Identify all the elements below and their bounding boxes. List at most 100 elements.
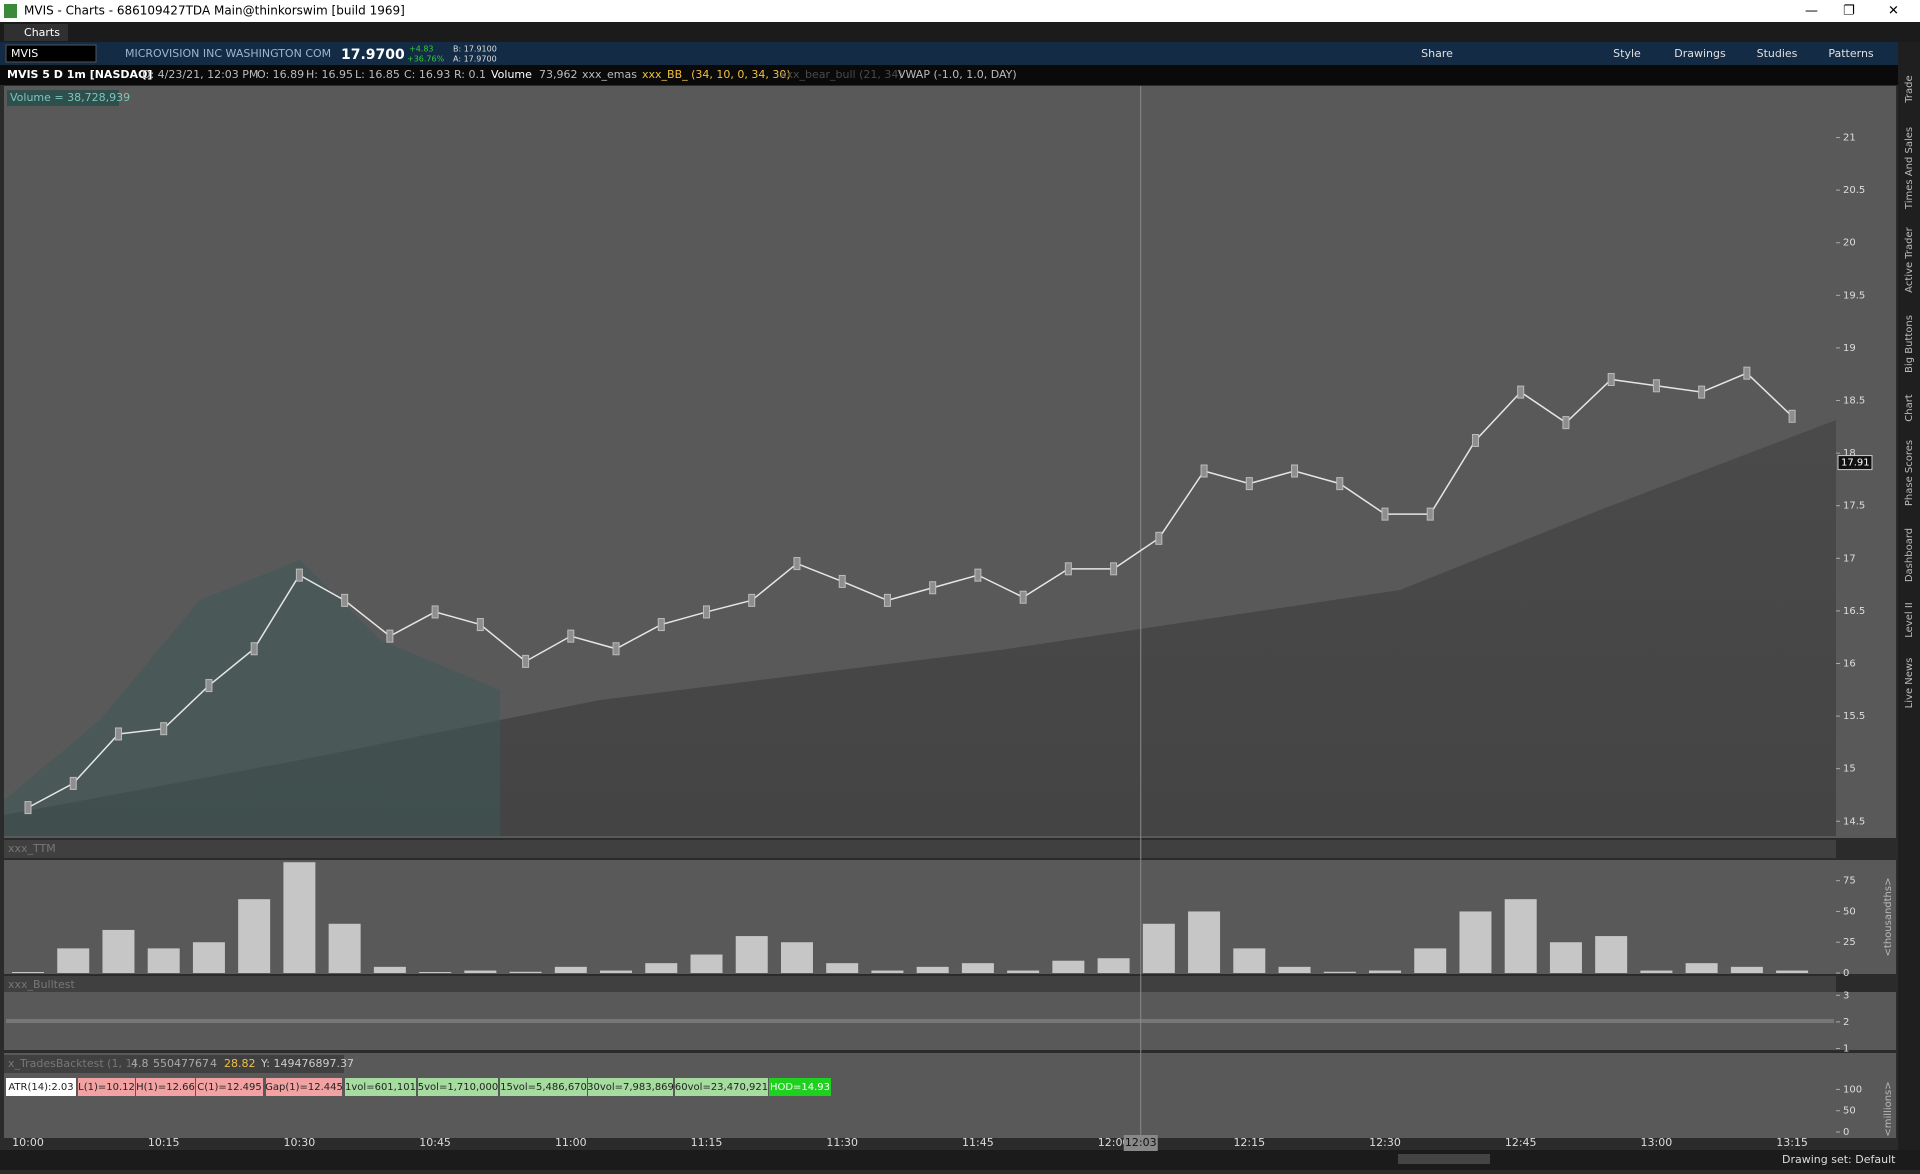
y-tick-label: 50: [1843, 906, 1856, 917]
minimize[interactable]: —: [1805, 4, 1818, 19]
readout: 4: [210, 1057, 217, 1070]
histogram-bar: [1369, 970, 1401, 973]
y-tick-label: 75: [1843, 876, 1856, 887]
sidebar-tab[interactable]: Level II: [1904, 602, 1915, 637]
sidebar-tab[interactable]: Live News: [1904, 658, 1915, 709]
y-tick-label: 16: [1843, 658, 1856, 669]
histogram-bar: [916, 966, 949, 973]
price-candle: [1291, 464, 1299, 478]
readout: Y: 149476897.37: [260, 1057, 354, 1070]
x-tick-label: 10:30: [284, 1136, 316, 1149]
histogram-bar: [1685, 963, 1718, 973]
study-label: HOD=14.93: [770, 1082, 830, 1093]
volume-label-box: [7, 90, 119, 106]
price-candle: [974, 568, 982, 582]
ask: A: 17.9700: [453, 55, 497, 64]
ttm-header: [4, 840, 1836, 858]
axis-label: <thousandths>: [1883, 878, 1894, 957]
price-candle: [1200, 464, 1208, 478]
toolbar-button[interactable]: Style: [1613, 47, 1641, 60]
price-candle: [703, 605, 710, 619]
price-candle: [1743, 366, 1751, 380]
price-candle: [114, 727, 122, 741]
change: +4.83: [409, 45, 434, 54]
x-tick-label: 13:00: [1641, 1136, 1673, 1149]
sidebar-tab[interactable]: Active Trader: [1904, 226, 1915, 292]
price-candle: [1788, 409, 1796, 423]
price-candle: [838, 574, 846, 588]
y-tick-label: 19: [1843, 343, 1856, 354]
scrollbar[interactable]: [1398, 1154, 1490, 1164]
histogram-bar: [735, 936, 768, 973]
study-label-box: [6, 1078, 76, 1096]
toolbar-button[interactable]: Patterns: [1828, 47, 1874, 60]
volume-highlight: [4, 560, 500, 836]
y-tick-label: 16.5: [1843, 606, 1865, 617]
price-candle: [657, 618, 665, 632]
histogram-bar: [1052, 960, 1085, 973]
histogram-bar: [192, 942, 225, 973]
sidebar-tab[interactable]: Phase Scores: [1904, 440, 1915, 506]
price-candle: [883, 593, 891, 607]
histogram-bar: [1097, 958, 1130, 973]
histogram-bar: [1278, 966, 1311, 973]
price-candle: [1019, 590, 1027, 604]
sidebar-tab[interactable]: Chart: [1904, 394, 1915, 422]
study-label-box: [196, 1078, 263, 1096]
toolbar-button[interactable]: Studies: [1757, 47, 1798, 60]
histogram-bar: [690, 954, 723, 973]
histogram-bar: [1188, 911, 1221, 973]
info-item: 73,962: [539, 68, 578, 81]
info-item: O: 16.89: [257, 68, 304, 81]
symbol-box[interactable]: [5, 44, 97, 63]
x-tick-label: 12:00: [1098, 1136, 1130, 1149]
tab-label[interactable]: Charts: [24, 26, 60, 39]
sidebar-tab[interactable]: Dashboard: [1904, 528, 1915, 582]
sidebar: [1898, 42, 1920, 1150]
sidebar-tab[interactable]: Big Buttons: [1904, 315, 1915, 373]
x-tick-label: 12:15: [1233, 1136, 1265, 1149]
histogram-bar: [1007, 970, 1040, 973]
price-candle: [929, 581, 937, 595]
histogram-bar: [554, 966, 587, 973]
y-tick-label: 14.5: [1843, 816, 1865, 827]
toolbar-button[interactable]: Share: [1421, 47, 1453, 60]
price-candle: [205, 679, 213, 693]
x-tick-label: 10:45: [419, 1136, 451, 1149]
y-tick-label: 100: [1843, 1084, 1862, 1095]
histogram-bar: [464, 970, 497, 973]
histogram-bar: [328, 923, 361, 973]
histogram-bar: [871, 970, 904, 973]
restore[interactable]: ❐: [1843, 4, 1855, 19]
info-item: H: 16.95: [306, 68, 353, 81]
price-candle: [1652, 379, 1660, 393]
close[interactable]: ✕: [1888, 4, 1899, 19]
y-tick-label: 15.5: [1843, 711, 1865, 722]
price-candle: [1381, 507, 1389, 521]
histogram-bar: [57, 948, 90, 973]
cursor-time-box: [1123, 1135, 1158, 1151]
price-candle: [612, 642, 620, 656]
title-bar: [0, 0, 1920, 22]
histogram-bar: [1233, 948, 1266, 973]
y-tick-label: 2: [1843, 1017, 1849, 1028]
info-item: D: 4/23/21, 12:03 PM: [142, 68, 258, 81]
price-candle: [522, 654, 530, 668]
axis-label: <millions>: [1883, 1081, 1894, 1136]
sidebar-tab[interactable]: Trade: [1904, 75, 1915, 103]
app-icon: [4, 4, 17, 18]
histogram-bar: [1776, 970, 1809, 973]
last-price: 17.9700: [341, 47, 405, 63]
histogram-bar: [1640, 970, 1673, 973]
price-candle: [1245, 477, 1253, 491]
sidebar-tab[interactable]: Times And Sales: [1904, 127, 1915, 210]
x-tick-label: 11:30: [826, 1136, 858, 1149]
study-label: L(1)=10.12: [78, 1082, 135, 1093]
tab[interactable]: [4, 24, 68, 41]
y-tick-label: 25: [1843, 937, 1856, 948]
toolbar-button[interactable]: Drawings: [1674, 47, 1726, 60]
info-item: xxx_BB_ (34, 10, 0, 34, 30): [642, 68, 791, 81]
info-item: MVIS 5 D 1m [NASDAQ]: [7, 68, 152, 81]
price-candle: [567, 629, 575, 643]
histogram-bar: [826, 963, 859, 973]
